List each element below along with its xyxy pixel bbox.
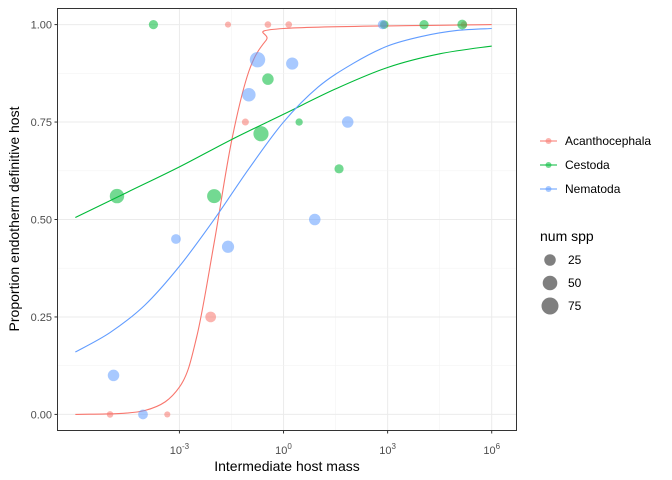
legend-size-label: 75 (568, 299, 582, 313)
legend-size-label: 50 (568, 276, 582, 290)
data-point-cestoda (148, 19, 159, 30)
x-tick-label: 106 (483, 442, 500, 457)
data-point-acanthocephala (205, 311, 217, 323)
grid (58, 9, 516, 430)
legend-size-circle (541, 297, 559, 315)
legend-point-nematoda (545, 186, 552, 192)
data-point-nematoda (286, 57, 299, 70)
legend-point-acanthocephala (545, 138, 552, 144)
data-point-nematoda (309, 213, 321, 226)
x-axis: 10-3 100 103 106 (170, 430, 501, 457)
data-point-nematoda (242, 88, 256, 102)
fit-curve-nematoda (75, 27, 492, 353)
data-point-acanthocephala (164, 411, 171, 418)
legend-label-cestoda: Cestoda (565, 158, 610, 172)
legend-size-label: 25 (568, 253, 582, 267)
y-axis: 0.00 0.25 0.50 0.75 1.00 (31, 20, 58, 421)
data-point-nematoda (249, 51, 266, 68)
fit-curve-cestoda (75, 45, 492, 219)
legend-size-title: num spp (540, 228, 594, 244)
y-tick-label: 0.75 (31, 117, 52, 129)
x-axis-title: Intermediate host mass (214, 458, 360, 474)
data-point-acanthocephala (224, 21, 232, 28)
data-point-cestoda (419, 19, 429, 30)
data-point-nematoda (138, 409, 148, 420)
data-point-nematoda (171, 234, 181, 244)
data-point-nematoda (221, 240, 235, 253)
data-point-nematoda (341, 116, 354, 128)
legend-size-circle (542, 275, 558, 291)
y-tick-label: 1.00 (31, 20, 52, 32)
x-tick-label: 10-3 (170, 442, 190, 457)
y-tick-label: 0.50 (31, 215, 52, 227)
data-point-nematoda (377, 19, 388, 30)
data-point-cestoda (334, 164, 344, 174)
data-point-acanthocephala (106, 411, 114, 418)
fit-curve-acanthocephala (75, 24, 492, 415)
fit-curves (75, 24, 492, 415)
legend-series: Acanthocephala Cestoda Nematoda (540, 134, 651, 196)
legend-size-circle (544, 254, 556, 266)
legend-label-acanthocephala: Acanthocephala (565, 134, 651, 148)
data-point-cestoda (457, 19, 468, 30)
x-tick-label: 100 (275, 442, 292, 457)
y-tick-label: 0.00 (31, 409, 52, 421)
data-point-cestoda (253, 126, 269, 142)
data-point-acanthocephala (264, 21, 272, 28)
legend-size: num spp 25 50 75 (540, 228, 594, 315)
data-point-acanthocephala (241, 118, 249, 126)
data-point-cestoda (109, 188, 125, 204)
data-point-cestoda (295, 118, 303, 126)
data-point-cestoda (262, 73, 274, 85)
y-tick-label: 0.25 (31, 312, 52, 324)
data-point-acanthocephala (285, 21, 293, 28)
y-axis-title: Proportion endotherm definitive host (6, 106, 22, 331)
legend-point-cestoda (545, 162, 552, 168)
x-tick-label: 103 (379, 442, 396, 457)
data-point-nematoda (107, 369, 120, 382)
data-point-cestoda (207, 189, 222, 204)
legend-label-nematoda: Nematoda (565, 182, 621, 196)
data-points (106, 19, 468, 420)
